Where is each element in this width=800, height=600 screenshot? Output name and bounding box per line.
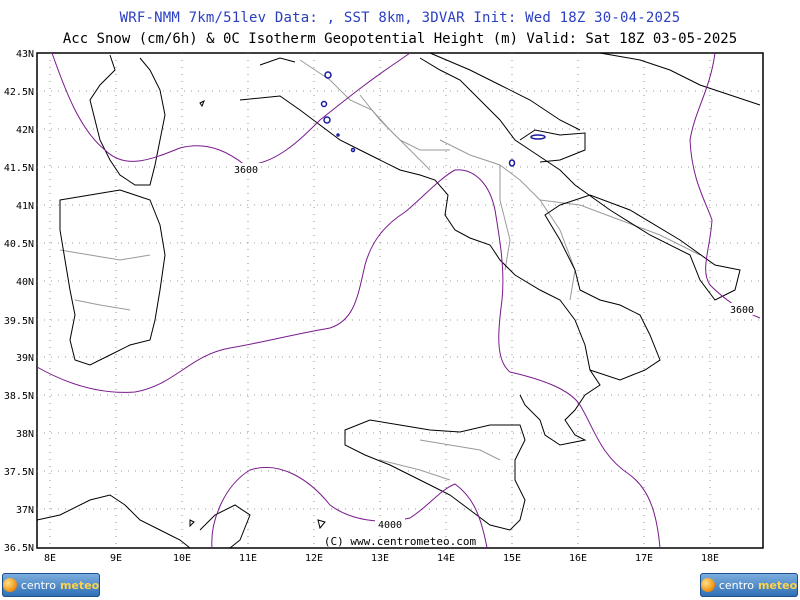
centrometeo-logo-right[interactable]: centro meteo xyxy=(700,573,798,597)
map-subtitle: Acc Snow (cm/6h) & 0C Isotherm Geopotent… xyxy=(62,31,738,47)
lon-label: 10E xyxy=(173,553,191,564)
region-borders xyxy=(59,59,701,481)
lat-label: 42N xyxy=(16,125,34,136)
lat-label: 36.5N xyxy=(4,543,34,554)
lon-label: 15E xyxy=(503,553,521,564)
lat-label: 40N xyxy=(16,277,34,288)
lat-label: 43N xyxy=(16,49,34,60)
lat-label: 40.5N xyxy=(4,239,34,250)
snow-contours xyxy=(320,71,546,167)
lon-label: 11E xyxy=(239,553,257,564)
lon-label: 9E xyxy=(110,553,122,564)
contour-label-group: 3600 3600 4000 xyxy=(231,163,758,531)
lon-label: 18E xyxy=(701,553,719,564)
logo-text-part2: meteo xyxy=(757,578,798,592)
map-frame xyxy=(36,52,764,549)
lon-label: 13E xyxy=(371,553,389,564)
contour-label: 3600 xyxy=(730,305,754,316)
lat-label: 38.5N xyxy=(4,391,34,402)
latitude-axis: 43N 42.5N 42N 41.5N 41N 40.5N 40N 39.5N … xyxy=(4,49,34,554)
logo-text-part2: meteo xyxy=(59,578,100,592)
lat-label: 37N xyxy=(16,505,34,516)
contour-label: 3600 xyxy=(234,165,258,176)
lat-label: 39N xyxy=(16,353,34,364)
lon-label: 16E xyxy=(569,553,587,564)
lon-label: 8E xyxy=(44,553,56,564)
lat-label: 39.5N xyxy=(4,316,34,327)
lon-label: 14E xyxy=(437,553,455,564)
logo-text-part1: centro xyxy=(20,578,56,592)
lat-label: 41.5N xyxy=(4,163,34,174)
isotherm-contours xyxy=(36,52,761,549)
globe-icon xyxy=(700,578,715,592)
longitude-axis: 8E 9E 10E 11E 12E 13E 14E 15E 16E 17E 18… xyxy=(44,553,719,564)
lon-label: 12E xyxy=(305,553,323,564)
copyright-text: (C) www.centrometeo.com xyxy=(324,535,477,548)
logo-text-part1: centro xyxy=(718,578,754,592)
lon-label: 17E xyxy=(635,553,653,564)
coastlines xyxy=(36,52,761,549)
contour-label: 4000 xyxy=(378,520,402,531)
lat-label: 37.5N xyxy=(4,467,34,478)
lat-label: 41N xyxy=(16,201,34,212)
centrometeo-logo-left[interactable]: centro meteo xyxy=(2,573,100,597)
globe-icon xyxy=(2,578,17,592)
map-title: WRF-NMM 7km/51lev Data: , SST 8km, 3DVAR… xyxy=(119,10,681,26)
lat-label: 38N xyxy=(16,429,34,440)
lat-label: 42.5N xyxy=(4,87,34,98)
